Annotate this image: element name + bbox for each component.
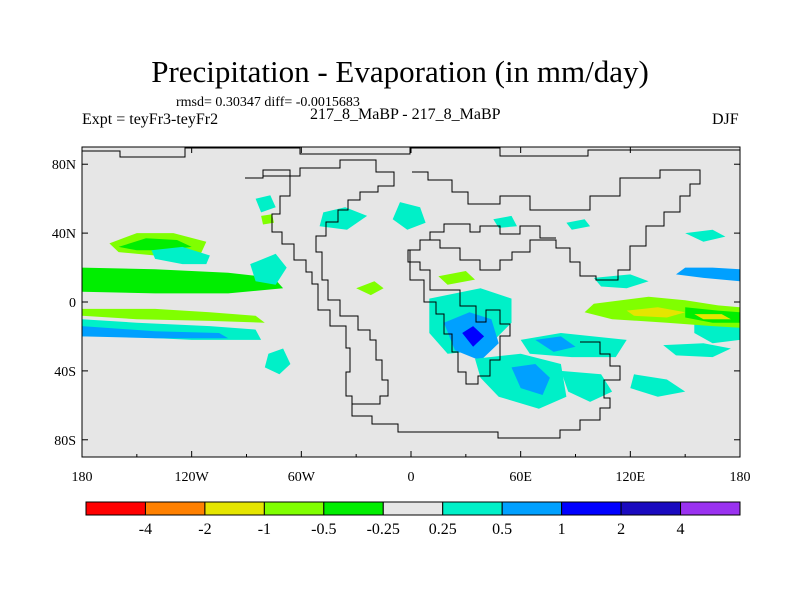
contour-region xyxy=(118,238,192,251)
colorbar-label: 0.5 xyxy=(492,521,512,538)
contour-region xyxy=(319,207,368,230)
coastline-eurasia-africa xyxy=(407,169,701,385)
colorbar-label: -1 xyxy=(258,521,271,538)
center-string: 217_8_MaBP - 217_8_MaBP xyxy=(310,106,501,123)
colorbar-swatch xyxy=(323,501,384,516)
y-tick-label: 40N xyxy=(52,227,76,242)
contour-region xyxy=(566,219,591,230)
contour-region xyxy=(82,326,229,339)
coastline-layer xyxy=(82,147,740,439)
coastline-antarctica xyxy=(351,341,621,439)
y-tick-label: 80S xyxy=(54,434,76,449)
x-tick-label: 120W xyxy=(175,470,210,485)
colorbar-swatch xyxy=(144,501,206,516)
contour-region xyxy=(438,271,475,285)
contour-fill-layer xyxy=(82,195,740,409)
colorbar-swatch xyxy=(620,501,682,516)
contour-region xyxy=(392,202,426,230)
colorbar-swatch xyxy=(442,501,503,516)
colorbar-swatch xyxy=(204,501,265,516)
y-tick-label: 80N xyxy=(52,158,76,173)
chart-title: Precipitation - Evaporation (in mm/day) xyxy=(151,54,649,89)
colorbar-label: -0.5 xyxy=(311,521,336,538)
contour-region xyxy=(356,281,384,296)
colorbar-label: 2 xyxy=(617,521,625,538)
x-axis: 180 120W 60W 0 60E 120E 180 xyxy=(72,147,751,485)
coastline-americas xyxy=(245,159,395,405)
x-tick-label: 180 xyxy=(730,470,751,485)
colorbar: -4 -2 -1 -0.5 -0.25 0.25 0.5 1 2 4 xyxy=(85,501,741,538)
contour-region xyxy=(151,246,210,265)
contour-region xyxy=(535,336,576,352)
stats-string: rmsd= 0.30347 diff= -0.0015683 xyxy=(176,95,360,110)
contour-region xyxy=(560,370,613,402)
colorbar-swatch xyxy=(85,501,146,516)
colorbar-label: -2 xyxy=(198,521,211,538)
colorbar-label: -0.25 xyxy=(367,521,400,538)
colorbar-swatch xyxy=(680,501,741,516)
coastline-asia-interior xyxy=(420,223,556,241)
colorbar-swatch xyxy=(263,501,325,516)
contour-region xyxy=(255,195,276,213)
contour-region xyxy=(82,308,265,323)
contour-region xyxy=(261,214,274,225)
coastline-arctic xyxy=(82,147,740,158)
contour-region xyxy=(250,253,287,285)
colorbar-label: 4 xyxy=(677,521,685,538)
colorbar-swatch xyxy=(382,501,444,516)
contour-region xyxy=(82,267,284,294)
x-tick-label: 60W xyxy=(288,470,316,485)
contour-region xyxy=(676,267,740,282)
left-string: Expt = teyFr3-teyFr2 xyxy=(82,111,219,128)
x-tick-label: 180 xyxy=(72,470,93,485)
contour-region xyxy=(264,348,291,375)
contour-region xyxy=(685,229,726,242)
contour-region xyxy=(663,343,731,358)
y-tick-label: 0 xyxy=(69,296,76,311)
x-tick-label: 120E xyxy=(616,470,646,485)
contour-region xyxy=(493,215,517,228)
colorbar-swatch xyxy=(501,501,563,516)
contour-region xyxy=(511,364,550,395)
contour-region xyxy=(694,314,731,320)
contour-region xyxy=(593,274,649,289)
x-tick-label: 0 xyxy=(408,470,415,485)
season-label: DJF xyxy=(712,111,739,128)
contour-region xyxy=(626,307,686,318)
colorbar-swatch xyxy=(561,501,622,516)
x-tick-label: 60E xyxy=(509,470,532,485)
colorbar-label: 0.25 xyxy=(429,521,457,538)
colorbar-label: -4 xyxy=(139,521,152,538)
y-axis: 80N 40N 0 40S 80S xyxy=(52,158,740,449)
contour-region xyxy=(630,374,686,397)
y-tick-label: 40S xyxy=(54,365,76,380)
colorbar-label: 1 xyxy=(558,521,566,538)
contour-region xyxy=(462,326,485,347)
